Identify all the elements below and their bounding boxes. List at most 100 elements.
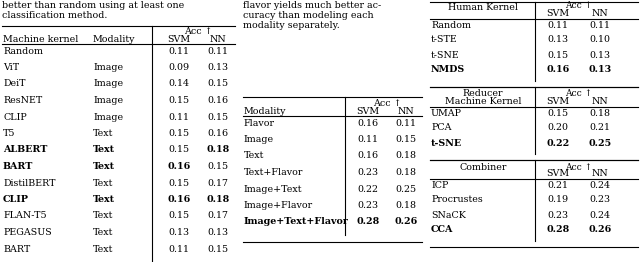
Text: 0.15: 0.15: [396, 135, 417, 144]
Text: BART: BART: [3, 244, 30, 254]
Text: 0.15: 0.15: [547, 108, 568, 117]
Text: 0.11: 0.11: [589, 20, 611, 30]
Text: 0.11: 0.11: [547, 20, 568, 30]
Text: NN: NN: [591, 96, 609, 106]
Text: DistilBERT: DistilBERT: [3, 178, 56, 188]
Text: Image+Text+Flavor: Image+Text+Flavor: [244, 217, 349, 227]
Text: Text: Text: [93, 211, 113, 221]
Text: t-SNE: t-SNE: [431, 51, 460, 59]
Text: SVM: SVM: [547, 170, 570, 178]
Text: 0.15: 0.15: [168, 129, 189, 138]
Text: 0.15: 0.15: [168, 211, 189, 221]
Text: 0.28: 0.28: [547, 226, 570, 234]
Text: Modality: Modality: [93, 35, 136, 43]
Text: 0.18: 0.18: [206, 195, 230, 204]
Text: 0.26: 0.26: [394, 217, 418, 227]
Text: 0.24: 0.24: [589, 181, 611, 189]
Text: t-SNE: t-SNE: [431, 139, 462, 148]
Text: Text: Text: [93, 178, 113, 188]
Text: SNaCK: SNaCK: [431, 210, 466, 220]
Text: ALBERT: ALBERT: [3, 145, 47, 155]
Text: 0.13: 0.13: [547, 35, 568, 45]
Text: UMAP: UMAP: [431, 108, 462, 117]
Text: 0.16: 0.16: [168, 195, 191, 204]
Text: Machine Kernel: Machine Kernel: [445, 96, 521, 106]
Text: PEGASUS: PEGASUS: [3, 228, 52, 237]
Text: Acc ↑: Acc ↑: [565, 90, 593, 99]
Text: 0.16: 0.16: [357, 151, 379, 161]
Text: 0.17: 0.17: [207, 178, 228, 188]
Text: 0.23: 0.23: [547, 210, 568, 220]
Text: SVM: SVM: [168, 35, 191, 43]
Text: Text: Text: [244, 151, 264, 161]
Text: Image: Image: [93, 79, 123, 89]
Text: SVM: SVM: [547, 96, 570, 106]
Text: 0.15: 0.15: [547, 51, 568, 59]
Text: Text: Text: [93, 244, 113, 254]
Text: 0.15: 0.15: [168, 96, 189, 105]
Text: 0.11: 0.11: [168, 46, 189, 56]
Text: 0.15: 0.15: [168, 145, 189, 155]
Text: NN: NN: [397, 106, 414, 116]
Text: classification method.: classification method.: [2, 12, 108, 20]
Text: 0.25: 0.25: [396, 184, 417, 194]
Text: 0.18: 0.18: [396, 151, 417, 161]
Text: Procrustes: Procrustes: [431, 195, 483, 205]
Text: t-STE: t-STE: [431, 35, 458, 45]
Text: 0.18: 0.18: [589, 108, 611, 117]
Text: FLAN-T5: FLAN-T5: [3, 211, 47, 221]
Text: 0.11: 0.11: [207, 46, 228, 56]
Text: Text: Text: [93, 195, 115, 204]
Text: Flavor: Flavor: [244, 118, 275, 128]
Text: 0.11: 0.11: [358, 135, 378, 144]
Text: 0.13: 0.13: [588, 66, 612, 74]
Text: 0.28: 0.28: [356, 217, 380, 227]
Text: 0.09: 0.09: [168, 63, 189, 72]
Text: ViT: ViT: [3, 63, 19, 72]
Text: 0.16: 0.16: [207, 129, 228, 138]
Text: 0.19: 0.19: [547, 195, 568, 205]
Text: 0.16: 0.16: [357, 118, 379, 128]
Text: DeiT: DeiT: [3, 79, 26, 89]
Text: Image+Text: Image+Text: [244, 184, 303, 194]
Text: ICP: ICP: [431, 181, 449, 189]
Text: Image: Image: [93, 112, 123, 122]
Text: Acc ↑: Acc ↑: [565, 2, 593, 10]
Text: 0.13: 0.13: [207, 228, 228, 237]
Text: 0.11: 0.11: [168, 244, 189, 254]
Text: NN: NN: [210, 35, 227, 43]
Text: Image: Image: [244, 135, 274, 144]
Text: Machine kernel: Machine kernel: [3, 35, 78, 43]
Text: Text: Text: [93, 129, 113, 138]
Text: 0.26: 0.26: [588, 226, 612, 234]
Text: 0.16: 0.16: [207, 96, 228, 105]
Text: 0.24: 0.24: [589, 210, 611, 220]
Text: NMDS: NMDS: [431, 66, 465, 74]
Text: 0.22: 0.22: [358, 184, 378, 194]
Text: Image+Flavor: Image+Flavor: [244, 201, 313, 210]
Text: 0.17: 0.17: [207, 211, 228, 221]
Text: 0.18: 0.18: [206, 145, 230, 155]
Text: 0.15: 0.15: [207, 162, 228, 171]
Text: ResNET: ResNET: [3, 96, 42, 105]
Text: Modality: Modality: [244, 106, 287, 116]
Text: BART: BART: [3, 162, 33, 171]
Text: Acc ↑: Acc ↑: [372, 99, 401, 107]
Text: modality separately.: modality separately.: [243, 21, 340, 30]
Text: 0.16: 0.16: [547, 66, 570, 74]
Text: Text+Flavor: Text+Flavor: [244, 168, 303, 177]
Text: 0.15: 0.15: [207, 244, 228, 254]
Text: CCA: CCA: [431, 226, 453, 234]
Text: Image: Image: [93, 96, 123, 105]
Text: 0.20: 0.20: [547, 123, 568, 133]
Text: 0.14: 0.14: [168, 79, 189, 89]
Text: Text: Text: [93, 162, 115, 171]
Text: SVM: SVM: [547, 9, 570, 19]
Text: Image: Image: [93, 63, 123, 72]
Text: T5: T5: [3, 129, 15, 138]
Text: CLIP: CLIP: [3, 195, 29, 204]
Text: 0.15: 0.15: [207, 112, 228, 122]
Text: 0.11: 0.11: [168, 112, 189, 122]
Text: CLIP: CLIP: [3, 112, 27, 122]
Text: NN: NN: [591, 9, 609, 19]
